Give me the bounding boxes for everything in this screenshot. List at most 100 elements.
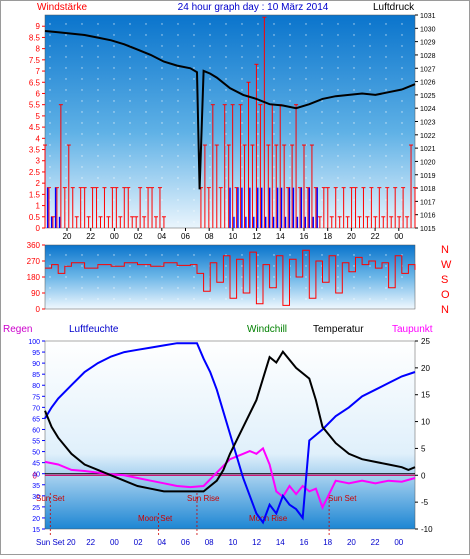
y-left-tick-label: 8 (36, 45, 41, 54)
temperature-tick-label: 15 (421, 391, 430, 400)
bottom-x-tick-label: 18 (323, 538, 332, 547)
bottom-left-marker: Sun Set 20 (36, 538, 76, 547)
x-tick-label: 18 (323, 232, 332, 241)
pressure-axis-title: Luftdruck (373, 2, 415, 13)
humidity-tick-label: 25 (32, 505, 40, 512)
x-tick-label: 22 (371, 232, 380, 241)
y-left-tick-label: 8.5 (29, 33, 41, 42)
y-right-tick-label: 1019 (420, 173, 436, 180)
x-tick-label: 00 (110, 232, 119, 241)
x-tick-label: 00 (394, 232, 403, 241)
y-left-tick-label: 4 (36, 134, 41, 143)
wind-direction-line (45, 249, 416, 306)
chart-title: 24 hour graph day : 10 März 2014 (178, 2, 329, 13)
y-right-tick-label: 1028 (420, 53, 436, 60)
y-left-tick-label: 6 (36, 89, 41, 98)
y-right-tick-label: 1025 (420, 93, 436, 100)
x-tick-label: 16 (300, 232, 309, 241)
humidity-tick-label: 40 (32, 472, 40, 479)
y-right-tick-label: 1020 (420, 159, 436, 166)
bottom-x-tick-label: 00 (110, 538, 119, 547)
pressure-line (44, 30, 416, 190)
humidity-tick-label: 75 (32, 394, 40, 401)
y-right-tick-label: 1017 (420, 199, 436, 206)
x-tick-label: 12 (252, 232, 261, 241)
temperature-tick-label: -10 (421, 525, 433, 534)
temperature-tick-label: 0 (421, 471, 426, 480)
x-tick-label: 10 (228, 232, 237, 241)
zero-line-label: 0 (33, 471, 38, 480)
humidity-tick-label: 30 (32, 494, 40, 501)
direction-tick-label: 360 (27, 241, 41, 250)
temperature-tick-label: 5 (421, 444, 426, 453)
humidity-tick-label: 90 (32, 361, 40, 368)
compass-letter: S (441, 274, 448, 286)
y-left-tick-label: 1.5 (29, 190, 41, 199)
y-left-tick-label: 5 (36, 112, 41, 121)
compass-letter: N (441, 304, 449, 316)
humidity-tick-label: 70 (32, 405, 40, 412)
x-tick-label: 22 (86, 232, 95, 241)
temperature-line (44, 349, 416, 493)
y-left-tick-label: 6.5 (29, 78, 41, 87)
bottom-x-tick-label: 22 (86, 538, 95, 547)
windchill-label: Windchill (247, 324, 287, 335)
y-right-tick-label: 1027 (420, 66, 436, 73)
temperature-tick-label: -5 (421, 498, 429, 507)
y-right-tick-label: 1022 (420, 133, 436, 140)
x-tick-label: 04 (157, 232, 166, 241)
compass-letter: O (441, 289, 450, 301)
y-left-tick-label: 0.5 (29, 213, 41, 222)
y-left-tick-label: 1 (36, 202, 41, 211)
compass-letter: W (441, 259, 452, 271)
y-right-tick-label: 1030 (420, 26, 436, 33)
direction-tick-label: 270 (27, 257, 41, 266)
bottom-x-tick-label: 20 (347, 538, 356, 547)
x-tick-label: 02 (134, 232, 143, 241)
bottom-x-tick-label: 22 (371, 538, 380, 547)
x-tick-label: 06 (181, 232, 190, 241)
sun-rise-marker: Sun Rise (187, 494, 220, 503)
sun-set-marker-2: Sun Set (328, 494, 357, 503)
humidity-tick-label: 55 (32, 439, 40, 446)
y-left-tick-label: 7 (36, 67, 41, 76)
humidity-tick-label: 60 (32, 427, 40, 434)
moon-set-marker: Moon Set (138, 514, 173, 523)
y-left-tick-label: 0 (36, 224, 41, 233)
humidity-tick-label: 15 (32, 527, 40, 534)
direction-tick-label: 90 (31, 289, 40, 298)
humidity-tick-label: 35 (32, 483, 40, 490)
bottom-x-tick-label: 10 (228, 538, 237, 547)
y-right-tick-label: 1023 (420, 120, 436, 127)
bottom-x-tick-label: 04 (157, 538, 166, 547)
chart-marks: 00.511.522.533.544.555.566.577.588.59101… (27, 13, 436, 547)
y-right-tick-label: 1029 (420, 40, 436, 47)
humidity-tick-label: 50 (32, 450, 40, 457)
temperature-tick-label: 10 (421, 418, 430, 427)
temperature-tick-label: 25 (421, 337, 430, 346)
humidity-tick-label: 45 (32, 461, 40, 468)
y-left-tick-label: 2.5 (29, 168, 41, 177)
y-left-tick-label: 2 (36, 179, 41, 188)
rain-label: Regen (3, 324, 32, 335)
y-right-tick-label: 1018 (420, 186, 436, 193)
temperature-tick-label: 20 (421, 364, 430, 373)
y-left-tick-label: 9 (36, 22, 41, 31)
bottom-x-tick-label: 16 (300, 538, 309, 547)
x-tick-label: 20 (63, 232, 72, 241)
direction-tick-label: 0 (36, 305, 41, 314)
y-right-tick-label: 1026 (420, 80, 436, 87)
temperature-label: Temperatur (313, 324, 364, 335)
humidity-tick-label: 100 (28, 339, 40, 346)
bottom-x-tick-label: 14 (276, 538, 285, 547)
y-left-tick-label: 4.5 (29, 123, 41, 132)
moon-rise-marker: Moon Rise (249, 514, 288, 523)
direction-tick-label: 180 (27, 273, 41, 282)
y-right-tick-label: 1015 (420, 226, 436, 233)
y-left-tick-label: 3.5 (29, 146, 41, 155)
humidity-tick-label: 20 (32, 516, 40, 523)
dewpoint-label: Taupunkt (392, 324, 433, 335)
x-tick-label: 08 (205, 232, 214, 241)
